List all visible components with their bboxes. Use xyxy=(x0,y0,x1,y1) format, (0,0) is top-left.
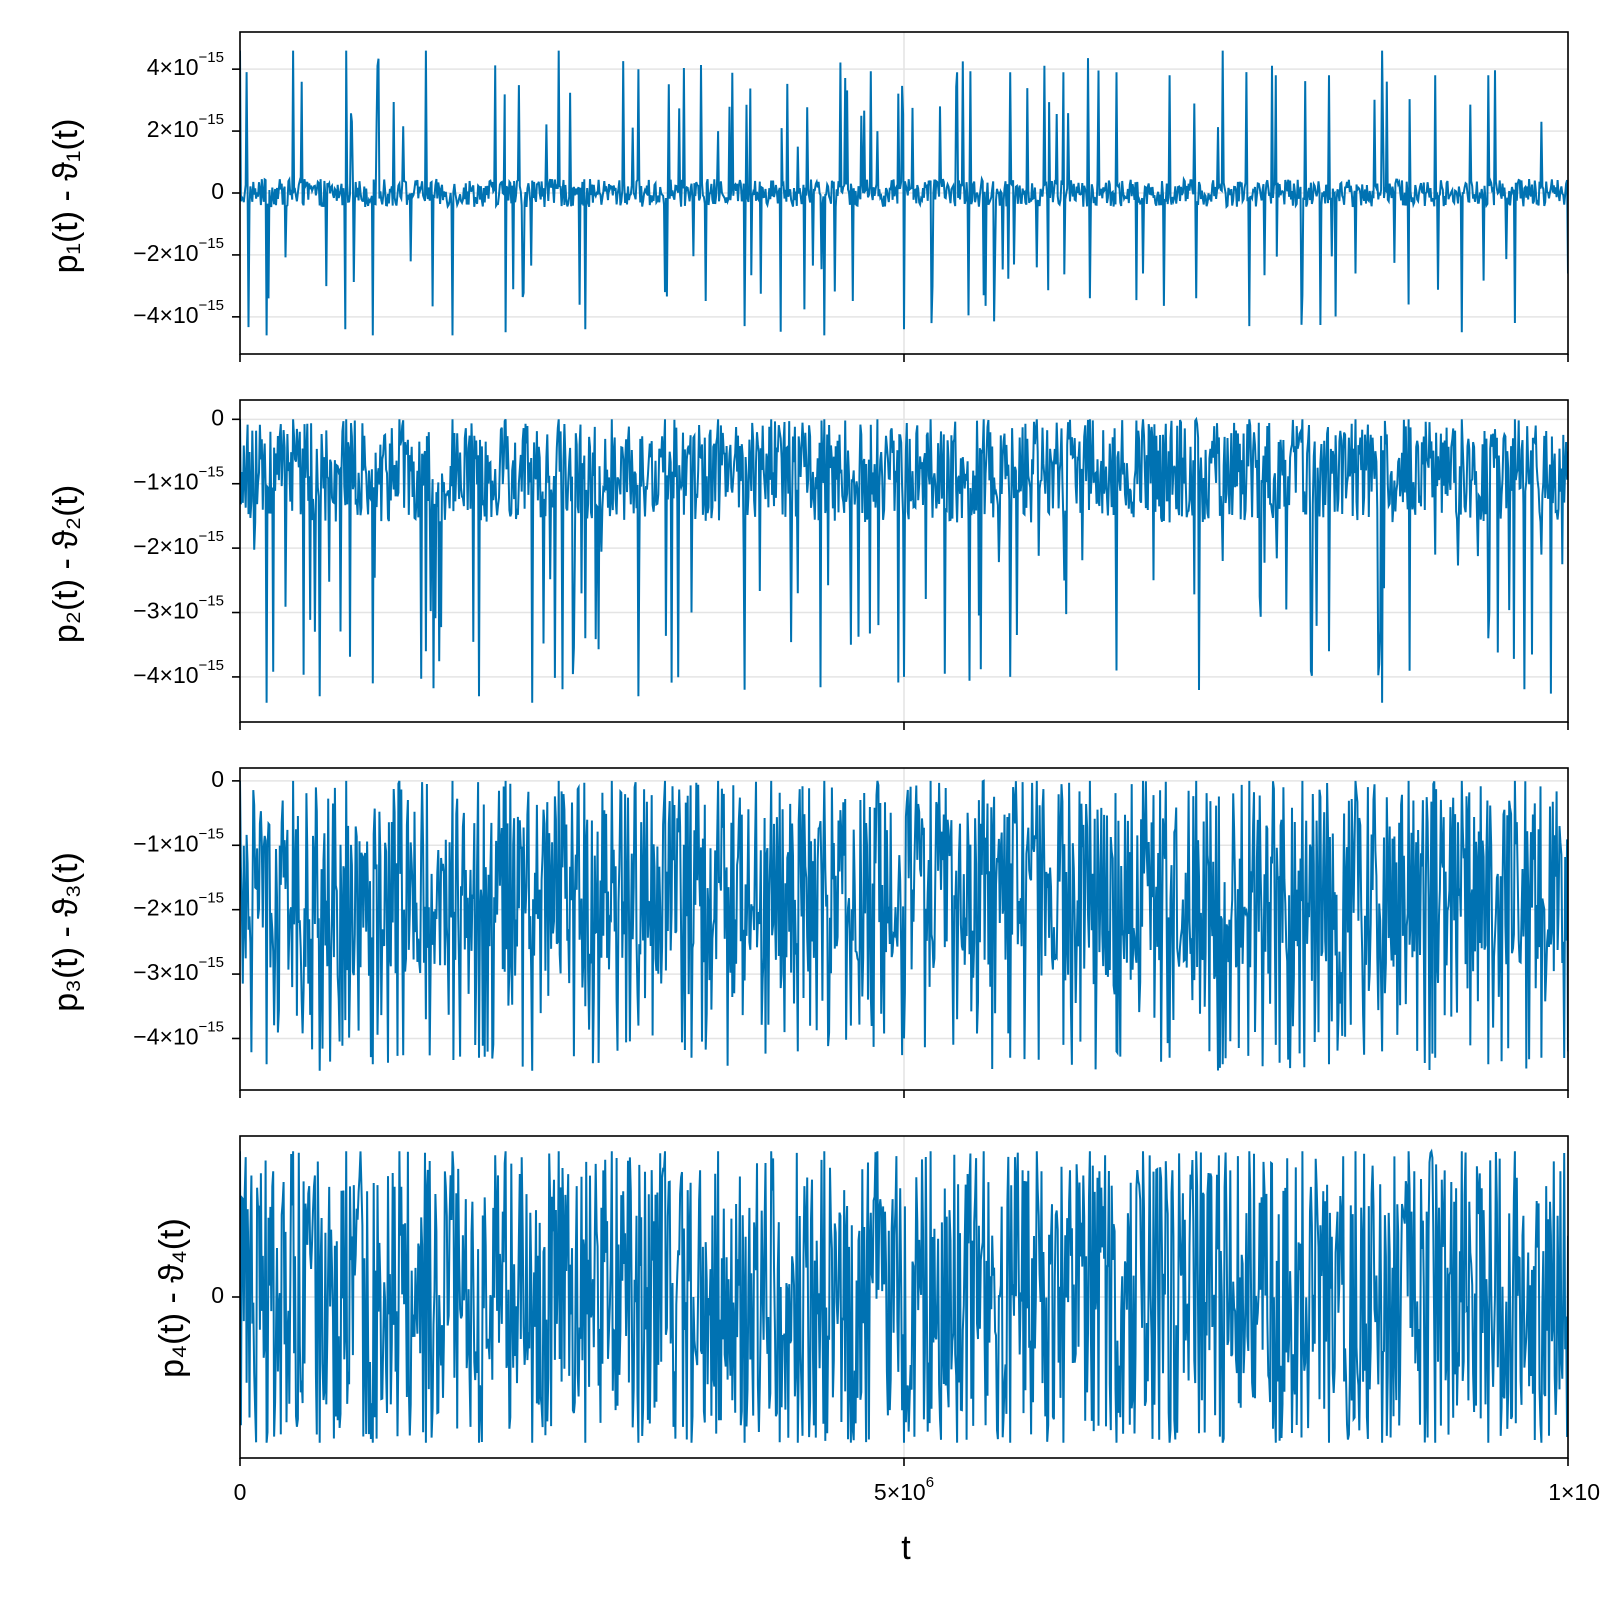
series-line-4 xyxy=(240,1148,1568,1443)
x-tick-label: 1×10 xyxy=(1548,1479,1600,1505)
x-axis-label: t xyxy=(901,1529,911,1567)
x-tick-label: 5×106 xyxy=(874,1474,934,1505)
y-axis-label: p₂(t) - ϑ₂(t) xyxy=(47,485,85,643)
y-axis-label: p₃(t) - ϑ₃(t) xyxy=(47,852,85,1012)
y-tick-label: −3×10−15 xyxy=(133,954,224,985)
y-tick-label: 0 xyxy=(211,404,224,430)
series-line-2 xyxy=(240,416,1568,703)
y-tick-label: −1×10−15 xyxy=(133,464,224,495)
y-tick-label: 0 xyxy=(211,1282,224,1308)
panel-2: 0 −1×10−15 −2×10−15 −3×10−15 −4×10−15 p₂(t) -… xyxy=(47,399,1569,730)
panel-4: 0 p₄(t) - ϑ₄(t) 0 5×106 1×10 t xyxy=(153,1135,1600,1567)
y-tick-label: −2×10−15 xyxy=(133,235,224,266)
y-tick-label: 2×10−15 xyxy=(147,111,224,142)
panel-3: 0 −1×10−15 −2×10−15 −3×10−15 −4×10−15 p₃(t) -… xyxy=(47,766,1569,1098)
y-tick-label: −2×10−15 xyxy=(133,890,224,921)
x-tick-label: 0 xyxy=(234,1479,247,1505)
y-tick-label: 0 xyxy=(211,766,224,792)
y-tick-label: −1×10−15 xyxy=(133,825,224,856)
y-tick-label: −4×10−15 xyxy=(133,657,224,688)
series-line-3 xyxy=(240,779,1568,1071)
y-tick-label: 0 xyxy=(211,178,224,204)
y-tick-label: −3×10−15 xyxy=(133,592,224,623)
panel-1: 4×10−15 2×10−15 0 −2×10−15 −4×10−15 p₁(t) - ϑ… xyxy=(47,31,1569,362)
y-tick-label: −4×10−15 xyxy=(133,297,224,328)
y-tick-label: −4×10−15 xyxy=(133,1018,224,1049)
y-axis-label: p₁(t) - ϑ₁(t) xyxy=(47,119,85,274)
y-axis-label: p₄(t) - ϑ₄(t) xyxy=(153,1218,191,1378)
series-line-1 xyxy=(240,50,1568,336)
y-tick-label: −2×10−15 xyxy=(133,528,224,559)
y-tick-label: 4×10−15 xyxy=(147,49,224,80)
